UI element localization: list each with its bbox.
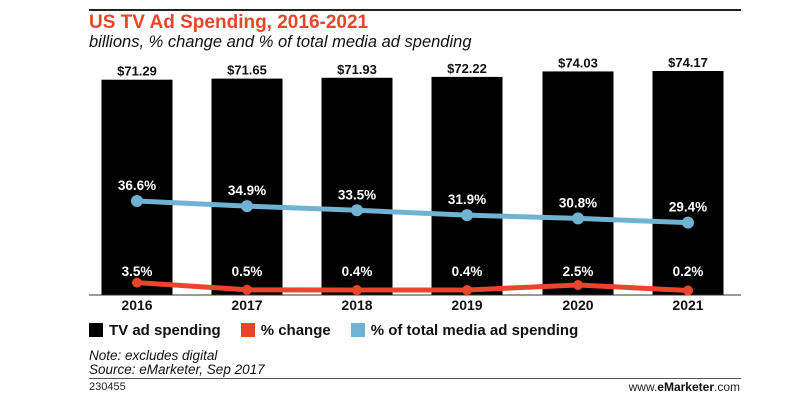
site-credit: www.eMarketer.com	[629, 380, 740, 394]
legend-swatch-tv-ad-spending	[89, 323, 103, 337]
footer-rule	[89, 378, 741, 379]
bar-value-label-2019: $72.22	[447, 61, 487, 76]
label-pct-total-2021: 29.4%	[669, 200, 707, 215]
legend-label-tv-ad-spending: TV ad spending	[109, 321, 221, 339]
legend-label-pct-change: % change	[260, 321, 331, 339]
x-tick-label-2016: 2016	[121, 297, 152, 313]
bar-value-label-2016: $71.29	[117, 64, 157, 79]
label-pct-change-2018: 0.4%	[342, 264, 373, 279]
chart-id: 230455	[89, 381, 126, 393]
line-pct-total-media	[136, 198, 689, 226]
label-pct-change-2017: 0.5%	[232, 264, 263, 279]
bar-value-label-2020: $74.03	[558, 55, 598, 70]
label-pct-total-2017: 34.9%	[228, 183, 266, 198]
site-brand: eMarketer	[657, 380, 714, 394]
point-pct-total-2018	[351, 204, 363, 217]
bar-tv-ad-spending-2021	[652, 71, 724, 296]
x-tick-label-2021: 2021	[672, 297, 703, 313]
site-suffix: .com	[713, 380, 740, 394]
label-pct-total-2019: 31.9%	[448, 192, 486, 207]
legend-swatch-pct-change	[240, 323, 255, 337]
bar-tv-ad-spending-2017	[211, 78, 283, 295]
bar-value-label-2021: $74.17	[668, 55, 708, 70]
legend-item-pct-total: % of total media ad spending	[350, 321, 579, 339]
point-pct-change-2021	[683, 285, 693, 296]
label-pct-total-2020: 30.8%	[559, 195, 597, 210]
chart-note: Note: excludes digital	[89, 348, 218, 363]
legend: TV ad spending % change % of total media…	[89, 321, 598, 339]
label-pct-change-2016: 3.5%	[122, 264, 153, 279]
point-pct-change-2018	[352, 285, 362, 296]
legend-label-pct-total: % of total media ad spending	[370, 321, 579, 339]
bar-value-label-2017: $71.65	[227, 63, 267, 78]
point-pct-change-2017	[242, 284, 252, 295]
legend-swatch-pct-total	[350, 323, 365, 337]
point-pct-total-2020	[572, 212, 584, 225]
line-pct-change	[136, 280, 689, 294]
x-tick-label-2018: 2018	[341, 297, 372, 313]
label-pct-change-2021: 0.2%	[673, 264, 704, 279]
bar-tv-ad-spending-2016	[101, 79, 173, 296]
bar-value-label-2018: $71.93	[337, 62, 377, 77]
label-pct-change-2019: 0.4%	[452, 264, 483, 279]
point-pct-total-2021	[682, 216, 694, 229]
chart-source: Source: eMarketer, Sep 2017	[89, 362, 265, 377]
legend-item-tv-ad-spending: TV ad spending	[89, 322, 221, 339]
point-pct-total-2016	[131, 195, 143, 207]
bar-tv-ad-spending-2018	[321, 77, 393, 296]
point-pct-total-2017	[241, 200, 253, 213]
title-rule	[89, 9, 741, 11]
label-pct-total-2016: 36.6%	[118, 178, 156, 193]
label-pct-total-2018: 33.5%	[338, 187, 376, 202]
point-pct-change-2020	[573, 280, 583, 290]
x-tick-label-2017: 2017	[231, 297, 262, 313]
chart-plot: $71.29 $71.65 $71.93 $72.22 $74.03 $74.17 2016…	[89, 55, 741, 313]
chart-subtitle: billions, % change and % of total media …	[89, 33, 472, 51]
x-tick-label-2020: 2020	[562, 297, 593, 313]
x-tick-label-2019: 2019	[451, 297, 482, 313]
bar-tv-ad-spending-2019	[431, 76, 503, 295]
point-pct-change-2016	[132, 277, 142, 288]
site-prefix: www.	[628, 380, 658, 394]
legend-item-pct-change: % change	[240, 321, 331, 339]
point-pct-total-2019	[461, 209, 473, 222]
label-pct-change-2020: 2.5%	[563, 264, 594, 279]
bar-tv-ad-spending-2020	[542, 71, 614, 295]
point-pct-change-2019	[462, 285, 472, 296]
chart-title: US TV Ad Spending, 2016-2021	[89, 12, 369, 33]
